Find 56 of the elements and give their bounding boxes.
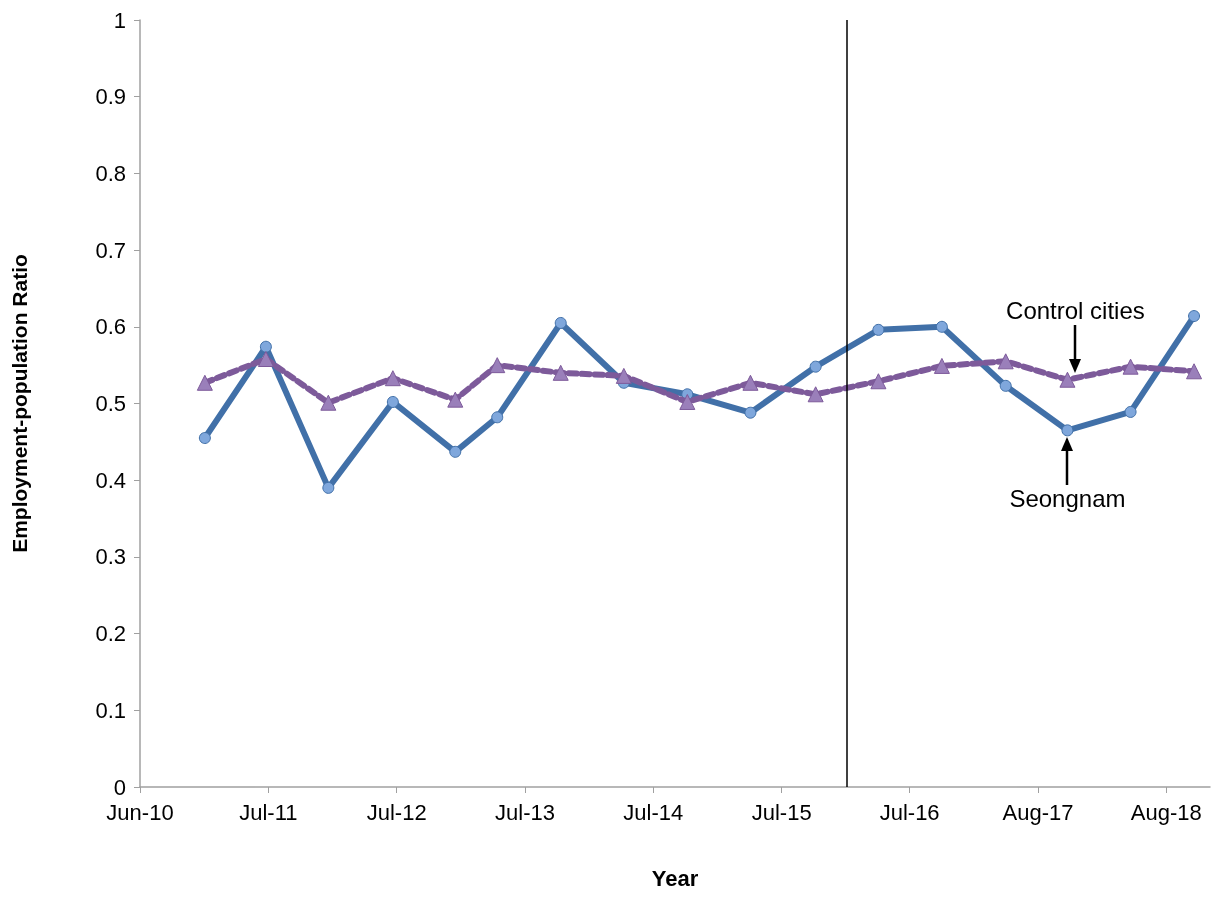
y-tick-label: 0 xyxy=(113,774,126,800)
point xyxy=(872,323,885,336)
point xyxy=(257,351,274,368)
y-tick-label: 0.2 xyxy=(95,621,126,647)
point xyxy=(997,353,1014,370)
x-tick-label: Jul-11 xyxy=(239,799,298,825)
y-tick-label: 0.1 xyxy=(95,697,126,723)
point xyxy=(554,316,567,329)
point xyxy=(552,364,569,381)
y-tick-label: 1 xyxy=(113,7,126,33)
point xyxy=(742,374,759,391)
point xyxy=(679,393,696,410)
annotation: Control cities xyxy=(1006,296,1145,325)
point xyxy=(384,370,401,387)
x-tick-label: Jul-15 xyxy=(751,799,812,825)
point xyxy=(489,357,506,374)
y-tick-label: 0.9 xyxy=(95,84,126,110)
x-tick-label: Jul-16 xyxy=(879,799,940,825)
y-tick-label: 0.4 xyxy=(95,467,126,493)
y-tick-label: 0.7 xyxy=(95,237,126,263)
point xyxy=(1186,363,1203,380)
x-tick-label: Jul-12 xyxy=(366,799,427,825)
x-tick-label: Aug-17 xyxy=(1002,799,1074,825)
x-axis-title: Year xyxy=(651,865,699,891)
point xyxy=(322,481,335,494)
point xyxy=(870,373,887,390)
point xyxy=(449,445,462,458)
x-tick-label: Jul-14 xyxy=(623,799,684,825)
point xyxy=(386,395,399,408)
point xyxy=(1188,310,1201,323)
point xyxy=(320,394,337,411)
point xyxy=(259,340,272,353)
point xyxy=(809,360,822,373)
y-tick-label: 0.5 xyxy=(95,391,126,416)
point xyxy=(1059,371,1076,388)
point xyxy=(933,357,950,374)
point xyxy=(615,367,632,384)
y-tick-label: 0.6 xyxy=(95,314,126,340)
point xyxy=(1061,424,1074,437)
annotation: Seongnam xyxy=(1009,485,1126,514)
point xyxy=(198,432,211,445)
x-tick-label: Jun-10 xyxy=(106,799,174,825)
x-tick-label: Jul-13 xyxy=(495,799,555,825)
point xyxy=(491,411,504,424)
point xyxy=(935,320,948,333)
point xyxy=(1122,358,1139,375)
point xyxy=(196,374,213,391)
point xyxy=(744,406,757,419)
y-axis-title: Employment-population Ratio xyxy=(8,254,31,553)
point xyxy=(999,379,1012,392)
x-tick-label: Aug-18 xyxy=(1130,799,1202,825)
y-tick-label: 0.3 xyxy=(95,544,126,570)
point xyxy=(447,391,464,408)
y-tick-label: 0.8 xyxy=(95,160,126,186)
point xyxy=(807,386,824,403)
point xyxy=(1124,405,1137,418)
